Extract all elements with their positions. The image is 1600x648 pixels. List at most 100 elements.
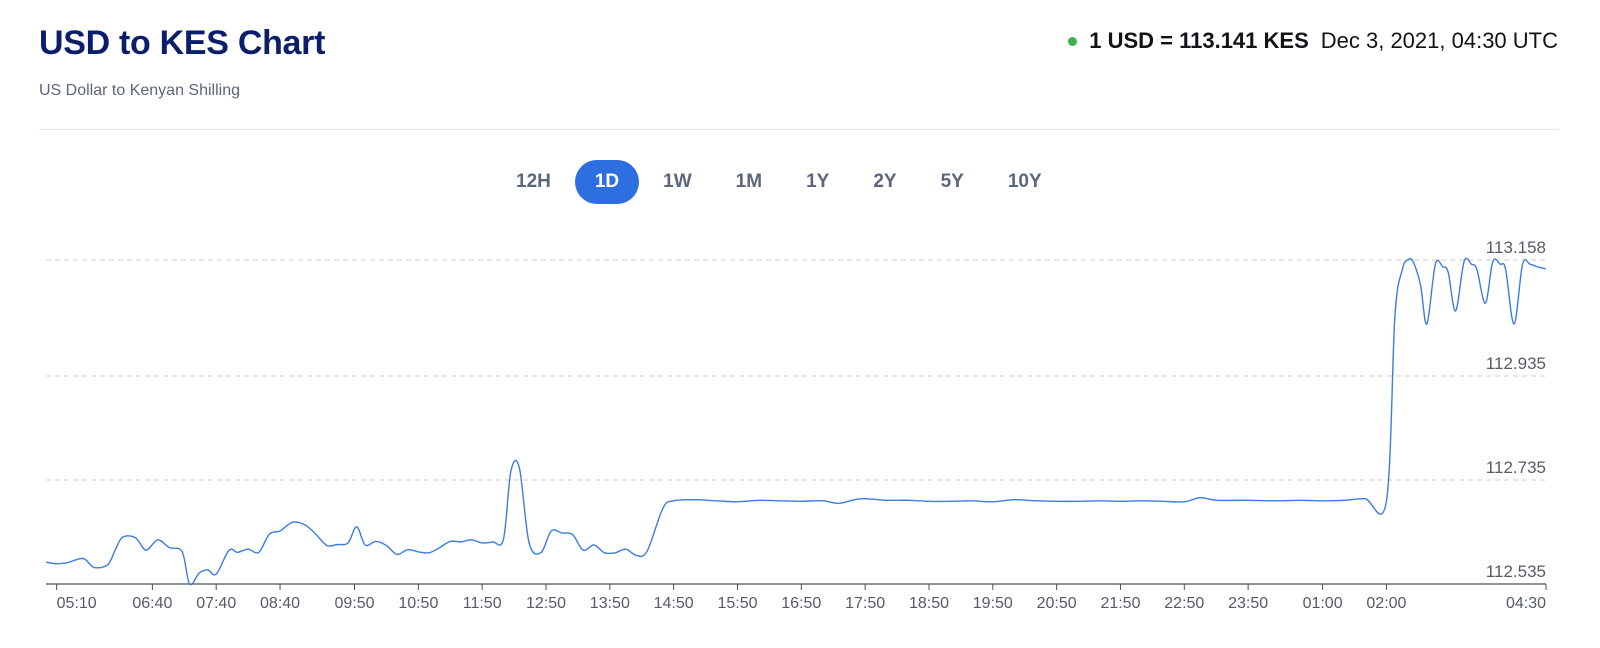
data-point	[207, 569, 208, 570]
data-point	[182, 551, 183, 552]
tab-5y[interactable]: 5Y	[940, 171, 964, 192]
x-tick-label: 20:50	[1037, 595, 1077, 612]
tab-12h[interactable]: 12H	[516, 171, 551, 192]
x-tick-label: 23:50	[1228, 595, 1268, 612]
data-point	[418, 551, 419, 552]
data-point	[316, 534, 317, 535]
data-point	[561, 532, 562, 533]
data-point	[551, 530, 552, 531]
data-point	[694, 499, 695, 500]
data-point	[199, 573, 200, 574]
data-point	[1056, 501, 1057, 502]
data-point	[279, 530, 280, 531]
data-point	[189, 583, 190, 584]
data-point	[56, 563, 57, 564]
data-point	[1435, 264, 1436, 265]
x-tick-label: 21:50	[1100, 595, 1140, 612]
data-point	[305, 525, 306, 526]
data-point	[838, 503, 839, 504]
data-point	[1099, 500, 1100, 501]
data-point	[593, 544, 594, 545]
data-point	[1077, 501, 1078, 502]
data-point	[157, 539, 158, 540]
data-point	[337, 544, 338, 545]
data-point	[1485, 303, 1486, 304]
x-tick-label: 15:50	[717, 595, 757, 612]
data-point	[386, 545, 387, 546]
data-point	[145, 550, 146, 551]
data-point	[1514, 323, 1515, 324]
data-point	[482, 542, 483, 543]
data-point	[1505, 269, 1506, 270]
current-rate: 1 USD = 113.141 KES Dec 3, 2021, 04:30 U…	[1068, 28, 1558, 54]
data-point	[1322, 500, 1323, 501]
x-tick-label: 10:50	[398, 595, 438, 612]
data-point	[83, 558, 84, 559]
data-point	[1343, 500, 1344, 501]
data-point	[625, 549, 626, 550]
data-point	[228, 550, 229, 551]
data-point	[1500, 264, 1501, 265]
data-point	[673, 500, 674, 501]
data-point	[1529, 264, 1530, 265]
tab-1m[interactable]: 1M	[735, 171, 763, 192]
data-point	[439, 547, 440, 548]
x-tick-label: 17:50	[845, 595, 885, 612]
page-subtitle: US Dollar to Kenyan Shilling	[39, 82, 240, 99]
data-point	[604, 552, 605, 553]
data-point	[460, 541, 461, 542]
data-point	[1545, 268, 1546, 269]
header-divider	[39, 129, 1559, 130]
data-point	[1407, 259, 1408, 260]
y-tick-label: 112.535	[1486, 562, 1546, 581]
tab-1w[interactable]: 1W	[663, 171, 692, 192]
data-point	[928, 501, 929, 502]
data-point	[348, 542, 349, 543]
data-point	[758, 500, 759, 501]
x-tick-label: 02:00	[1366, 595, 1406, 612]
series-line	[45, 257, 1547, 586]
data-point	[1455, 310, 1456, 311]
data-point	[93, 567, 94, 568]
chart-header: USD to KES Chart US Dollar to Kenyan Shi…	[0, 0, 1600, 130]
data-point	[886, 500, 887, 501]
data-point	[1476, 269, 1477, 270]
data-point	[1216, 500, 1217, 501]
tab-10y[interactable]: 10Y	[1007, 171, 1042, 192]
x-tick-label: 05:10	[57, 595, 97, 612]
y-tick-label: 112.935	[1486, 354, 1546, 373]
data-point	[1537, 266, 1538, 267]
data-point	[1162, 501, 1163, 502]
data-point	[737, 501, 738, 502]
tab-1d[interactable]: 1D	[574, 160, 640, 204]
data-point	[356, 526, 357, 527]
y-tick-label: 113.158	[1486, 238, 1546, 257]
data-point	[237, 552, 238, 553]
y-tick-label: 112.735	[1486, 458, 1546, 477]
data-point	[865, 498, 866, 499]
data-point	[1200, 497, 1201, 498]
data-point	[572, 534, 573, 535]
x-tick-label: 19:50	[973, 595, 1013, 612]
data-point	[1448, 271, 1449, 272]
data-point	[647, 551, 648, 552]
data-point	[135, 537, 136, 538]
x-tick-label: 14:50	[654, 595, 694, 612]
data-point	[1420, 284, 1421, 285]
rate-line-chart: 113.158 112.935 112.735 112.535 05:10 06:40 07…	[45, 238, 1547, 612]
rate-value: 1 USD = 113.141 KES	[1089, 28, 1309, 53]
data-point	[1426, 323, 1427, 324]
live-status-dot-icon	[1068, 36, 1078, 46]
data-point	[1412, 261, 1413, 262]
data-point	[292, 522, 293, 523]
data-point	[1274, 500, 1275, 501]
x-tick-label: 04:30	[1506, 595, 1546, 612]
tab-1y[interactable]: 1Y	[806, 171, 830, 192]
x-tick-label: 06:40	[132, 595, 172, 612]
tab-2y[interactable]: 2Y	[873, 171, 897, 192]
data-point	[1301, 500, 1302, 501]
data-point	[122, 537, 123, 538]
data-point	[67, 562, 68, 563]
data-point	[365, 544, 366, 545]
x-tick-label: 13:50	[590, 595, 630, 612]
